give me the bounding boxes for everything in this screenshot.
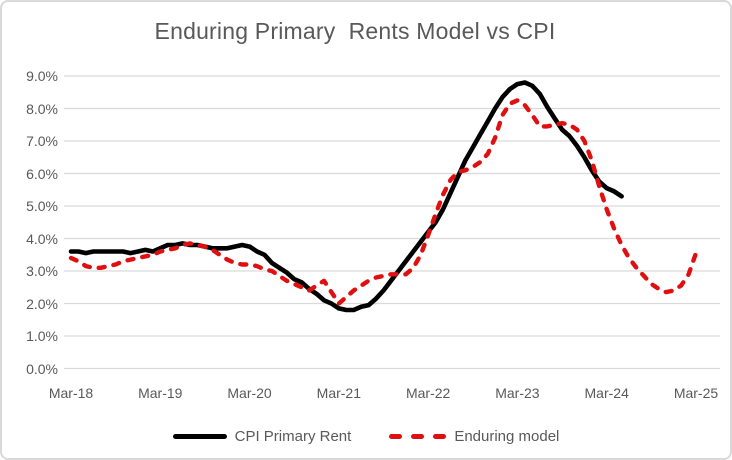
enduring-model-line-swatch (389, 434, 447, 439)
y-axis-tick-label: 7.0% (26, 133, 58, 149)
chart-title: Enduring Primary Rents Model vs CPI (154, 18, 556, 44)
x-axis-tick-label: Mar-22 (405, 385, 451, 401)
y-axis-tick-label: 8.0% (26, 100, 58, 117)
y-axis-tick-label: 3.0% (26, 263, 58, 279)
y-axis-tick-label: 6.0% (26, 165, 58, 182)
x-axis-tick-label: Mar-19 (138, 385, 183, 401)
legend-label-enduring-model: Enduring model (454, 428, 560, 445)
legend-item-enduring-model: Enduring model (389, 428, 559, 445)
enduring-model-line (68, 98, 699, 306)
x-axis-tick-label: Mar-20 (227, 385, 272, 401)
x-axis-tick-label: Mar-24 (584, 385, 629, 401)
cpi-primary-rent-line (68, 80, 624, 313)
y-axis-tick-label: 4.0% (26, 230, 58, 247)
legend-dash (433, 434, 447, 439)
y-axis-tick-label: 0.0% (26, 360, 58, 377)
legend-item-cpi-primary-rent: CPI Primary Rent (172, 428, 352, 445)
y-axis-tick-label: 1.0% (26, 328, 58, 344)
legend-dash (411, 434, 425, 439)
y-axis-tick-label: 9.0% (26, 68, 58, 84)
legend-dash (389, 434, 403, 439)
x-axis-tick-label: Mar-23 (495, 385, 540, 401)
gridlines (64, 75, 720, 370)
series-lines (68, 80, 699, 313)
y-axis-tick-label: 2.0% (26, 295, 58, 312)
x-axis-tick-label: Mar-21 (316, 385, 362, 401)
legend: CPI Primary Rent Enduring model (2, 428, 730, 445)
legend-label-cpi-primary-rent: CPI Primary Rent (234, 428, 352, 445)
cpi-primary-rent-line-swatch (172, 434, 227, 439)
y-axis-tick-label: 5.0% (26, 198, 58, 214)
x-axis-tick-label: Mar-18 (48, 385, 94, 401)
x-axis-tick-label: Mar-25 (673, 385, 719, 401)
